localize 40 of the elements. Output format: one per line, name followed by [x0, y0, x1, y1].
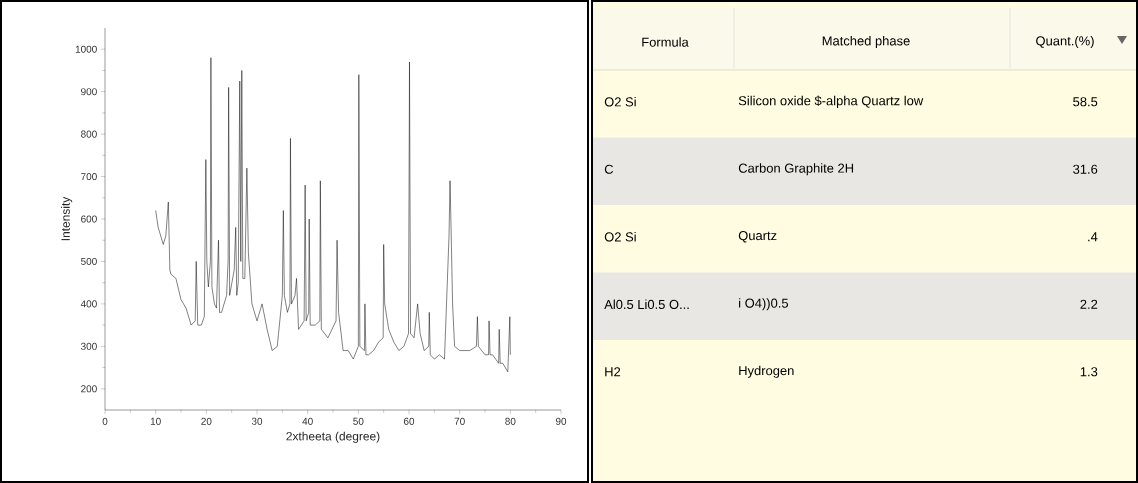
text: i O4))0.5 — [739, 298, 789, 311]
text: H2 — [605, 367, 621, 377]
text: Matched phase — [822, 35, 910, 49]
text: 31.6 — [1073, 164, 1098, 174]
y-tick-label: 600 — [81, 215, 97, 223]
line-series — [155, 57, 511, 373]
x-axis-title: 2xtheeta (degree) — [286, 431, 380, 443]
text: 1.3 — [1080, 367, 1098, 377]
x-tick-label: 0 — [102, 417, 108, 425]
text: Carbon Graphite 2H — [738, 163, 854, 176]
y-tick-label: 300 — [80, 342, 97, 350]
y-axis-title: Intensity — [61, 196, 73, 241]
text: Silicon oxide $-alpha Quartz low — [738, 95, 924, 108]
x-tick-label: 30 — [251, 417, 263, 425]
x-tick-label: 70 — [454, 417, 465, 425]
x-tick-label: 60 — [403, 417, 415, 425]
x-tick-label: 90 — [555, 417, 567, 425]
text: C — [604, 164, 614, 174]
text: Quartz — [738, 231, 777, 243]
text: 58.5 — [1073, 97, 1098, 107]
text: Hydrogen — [739, 365, 794, 378]
y-tick-label: 400 — [80, 300, 97, 308]
y-tick-label: 800 — [81, 130, 97, 138]
text: .4 — [1088, 232, 1098, 242]
text: Quant.(%) — [1036, 35, 1094, 49]
x-tick-label: 80 — [505, 417, 516, 425]
y-tick-label: 500 — [81, 257, 97, 265]
y-tick-label: 1000 — [75, 45, 97, 53]
text: O2 Si — [604, 96, 636, 107]
x-tick-label: 10 — [150, 417, 161, 425]
x-tick-label: 40 — [302, 417, 313, 425]
text: Formula — [642, 37, 689, 47]
y-tick-label: 700 — [81, 173, 97, 181]
text: Al0.5 Li0.5 O... — [604, 299, 689, 309]
x-tick-label: 50 — [353, 417, 364, 425]
y-tick-label: 200 — [81, 385, 97, 393]
text: O2 Si — [604, 231, 636, 242]
y-tick-label: 900 — [81, 88, 97, 96]
x-tick-label: 20 — [201, 417, 212, 425]
text: 2.2 — [1080, 299, 1098, 309]
